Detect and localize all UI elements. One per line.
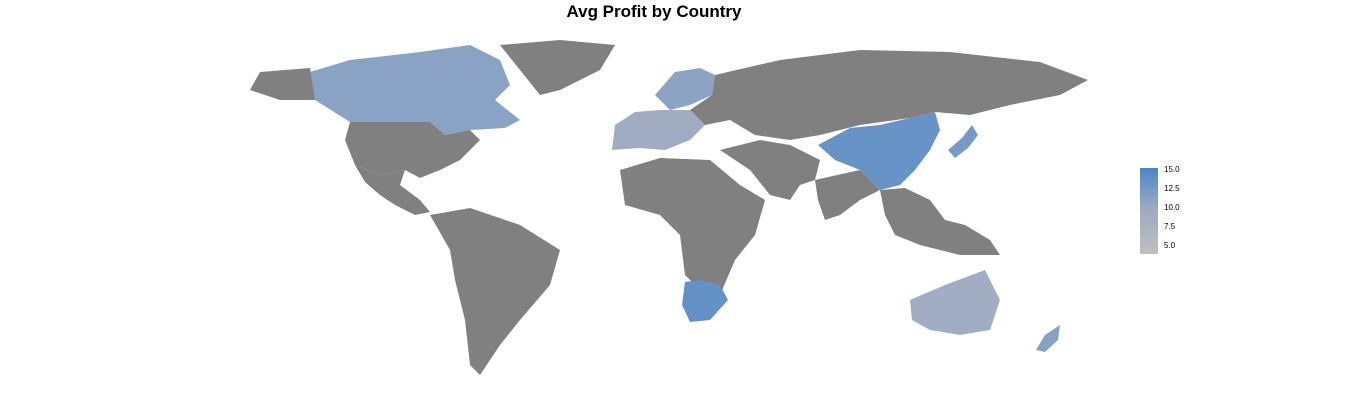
region-south-america (430, 208, 560, 375)
region-middle-east (720, 140, 820, 200)
region-new-zealand (1036, 325, 1060, 352)
region-western-europe (612, 110, 705, 150)
region-mexico (355, 165, 430, 215)
legend-tick-label: 7.5 (1164, 222, 1176, 231)
region-canada (310, 45, 520, 135)
region-india (815, 170, 880, 220)
legend-tick-label: 5.0 (1164, 241, 1176, 250)
color-legend: 15.0 12.5 10.0 7.5 5.0 (1140, 166, 1200, 258)
region-japan (948, 125, 978, 158)
legend-tick-label: 12.5 (1164, 184, 1180, 193)
region-greenland (500, 40, 615, 95)
legend-tick-label: 10.0 (1164, 203, 1180, 212)
region-southeast-asia (880, 188, 1000, 255)
region-china (818, 112, 940, 190)
chart-title: Avg Profit by Country (566, 2, 742, 21)
region-scandinavia (655, 68, 715, 110)
region-africa (620, 158, 765, 295)
region-united-states (250, 68, 480, 178)
region-australia (910, 270, 1000, 335)
region-russia (690, 50, 1088, 140)
legend-color-bar (1140, 168, 1158, 254)
legend-tick-label: 15.0 (1164, 165, 1180, 174)
region-south-africa (682, 280, 728, 322)
